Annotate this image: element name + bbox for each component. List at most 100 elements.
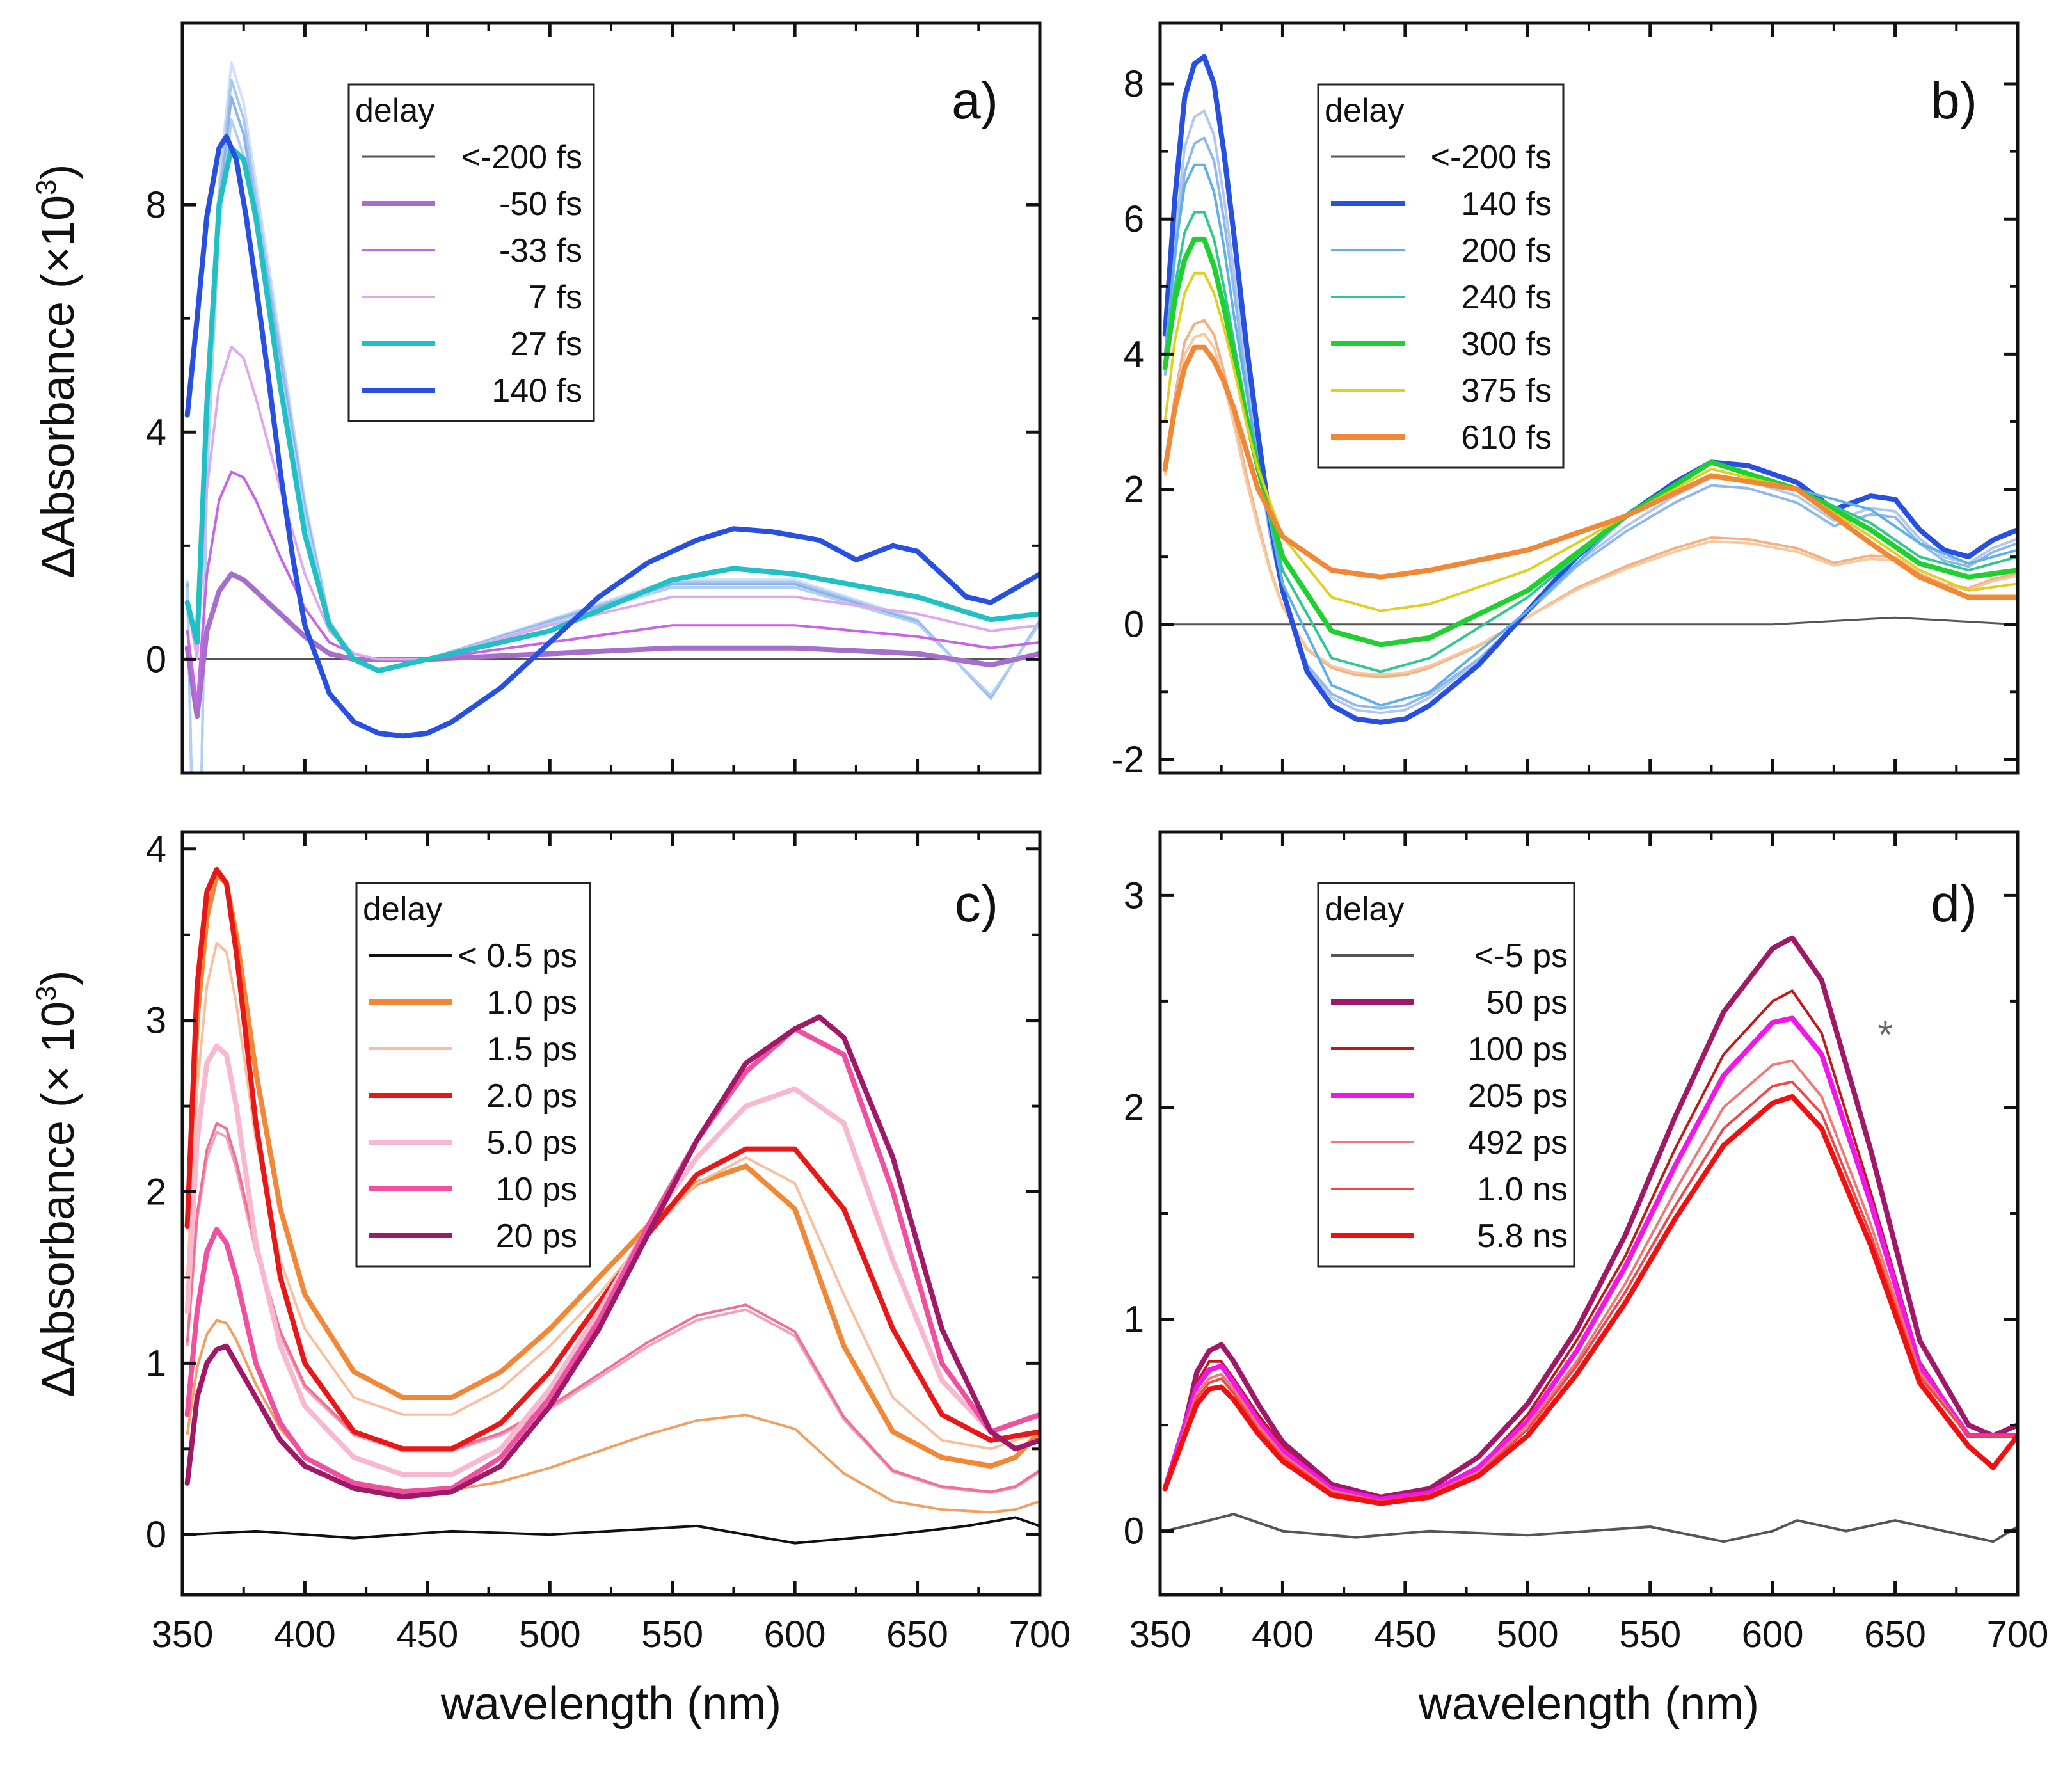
y-tick-label-c-4: 4 (146, 829, 166, 870)
legend-label-c-3: 2.0 ps (486, 1078, 577, 1115)
series-line-b-4 (1162, 236, 2018, 648)
legend-title-d: delay (1325, 891, 1404, 928)
y-tick-label-b-5: 8 (1124, 63, 1144, 105)
series-line-b-6 (1162, 344, 2018, 600)
legend-label-b-1: 140 fs (1461, 186, 1552, 223)
legend-label-b-5: 375 fs (1461, 372, 1552, 410)
legend-label-c-6: 20 ps (496, 1218, 577, 1255)
y-tick-label-b-1: 0 (1124, 604, 1144, 646)
x-tick-label-c-1: 400 (274, 1614, 336, 1655)
legend-label-d-5: 1.0 ns (1477, 1171, 1568, 1208)
series-line-c-6 (184, 1014, 1040, 1500)
legend-title-a: delay (355, 92, 434, 129)
panel-d: 350 400 450 500 550 600 650 700 0 1 2 3 wavelength (… (1124, 830, 2049, 1730)
legend-label-c-1: 1.0 ps (486, 984, 577, 1021)
x-tick-label-d-3: 500 (1497, 1614, 1559, 1655)
panel-label-b: b) (1931, 72, 1977, 130)
legend-label-a-4: 27 fs (510, 326, 582, 363)
legend-box-d (1317, 882, 1575, 1268)
y-tick-label-b-4: 6 (1124, 198, 1144, 240)
legend-label-d-3: 205 ps (1468, 1078, 1568, 1115)
y-tick-label-d-1: 1 (1124, 1299, 1144, 1341)
legend-a: delay <-200 fs -50 fs -33 fs 7 fs 27 fs 140 fs (347, 83, 595, 422)
curves-d (1162, 935, 2018, 1543)
y-tick-label-c-3: 3 (146, 1000, 166, 1042)
series-line-c-0 (186, 1516, 1040, 1545)
legend-b: delay <-200 fs 140 fs 200 fs 240 fs 300 fs 375… (1317, 83, 1565, 469)
panel-label-a: a) (952, 72, 998, 130)
series-line-a-1 (184, 571, 1040, 719)
series-line-c-3 (184, 866, 1040, 1452)
y-axis-title-a: ΔAbsorbance (×103) (31, 164, 84, 578)
legend-box-a (347, 83, 595, 422)
curves-a (184, 61, 1040, 773)
panel-c: 350 400 450 500 550 600 650 700 0 1 2 3 4 wavelength … (31, 829, 1071, 1730)
series-line-d-4 (1163, 1059, 2018, 1503)
series-line-d-6 (1162, 1094, 2018, 1506)
legend-label-c-4: 5.0 ps (486, 1124, 577, 1161)
series-line-d-1 (1162, 935, 2018, 1500)
series-line-d-0 (1163, 1513, 2018, 1543)
legend-title-c: delay (363, 891, 442, 928)
legend-label-c-0: < 0.5 ps (458, 937, 577, 975)
curve-unlisted-b-2 (1163, 319, 2018, 678)
legend-label-a-0: <-200 fs (461, 139, 582, 176)
x-tick-label-d-7: 700 (1987, 1614, 2049, 1655)
legend-label-b-2: 200 fs (1461, 232, 1552, 269)
curve-unlisted-b-0 (1163, 109, 2018, 715)
x-tick-label-d-5: 600 (1742, 1614, 1804, 1655)
x-axis-title-c: wavelength (nm) (440, 1678, 781, 1730)
x-tick-label-c-5: 600 (764, 1614, 826, 1655)
legend-label-d-1: 50 ps (1486, 984, 1568, 1021)
y-tick-label-a-1: 4 (146, 411, 166, 453)
curves-c (184, 866, 1040, 1545)
legend-label-a-1: -50 fs (499, 186, 582, 223)
x-axis-title-d: wavelength (nm) (1418, 1678, 1759, 1730)
curve-unlisted-c-2 (186, 1122, 1040, 1493)
x-tick-label-d-4: 550 (1619, 1614, 1681, 1655)
x-tick-label-d-1: 400 (1252, 1614, 1314, 1655)
curve-unlisted-c-1 (186, 1319, 1040, 1514)
y-tick-label-c-1: 1 (146, 1342, 166, 1384)
legend-label-a-2: -33 fs (499, 232, 582, 269)
series-line-a-5 (184, 134, 1040, 739)
x-tick-label-c-3: 500 (519, 1614, 581, 1655)
series-line-a-2 (186, 470, 1040, 706)
legend-box-c (355, 882, 591, 1268)
y-tick-label-c-2: 2 (146, 1172, 166, 1213)
panel-label-c: c) (955, 875, 998, 933)
series-line-d-3 (1162, 1015, 2018, 1502)
y-tick-label-d-2: 2 (1124, 1087, 1144, 1128)
panel-label-d: d) (1931, 875, 1977, 933)
x-tick-label-d-6: 650 (1864, 1614, 1926, 1655)
legend-label-d-4: 492 ps (1468, 1124, 1568, 1161)
x-tick-label-c-4: 550 (641, 1614, 703, 1655)
legend-box-b (1317, 83, 1565, 469)
plot-frame-a (180, 21, 1042, 775)
legend-label-a-3: 7 fs (529, 279, 582, 316)
y-tick-label-a-2: 8 (146, 184, 166, 226)
plot-frame-b (1158, 21, 2020, 775)
curves-b (1162, 54, 2018, 725)
series-line-c-5 (184, 1026, 1040, 1495)
series-line-a-3 (186, 346, 1040, 661)
x-tick-label-c-2: 450 (396, 1614, 458, 1655)
legend-label-b-6: 610 fs (1461, 419, 1552, 456)
y-tick-label-d-0: 0 (1124, 1511, 1144, 1552)
legend-c: delay < 0.5 ps 1.0 ps 1.5 ps 2.0 ps 5.0 ps 10 … (355, 882, 591, 1268)
x-tick-label-c-0: 350 (152, 1614, 214, 1655)
x-tick-label-d-2: 450 (1374, 1614, 1436, 1655)
x-tick-label-c-6: 650 (886, 1614, 948, 1655)
series-line-b-2 (1163, 163, 2018, 707)
legend-label-a-5: 140 fs (491, 372, 582, 410)
series-line-a-4 (184, 145, 1040, 674)
legend-label-c-5: 10 ps (496, 1171, 577, 1208)
x-tick-label-d-0: 350 (1129, 1614, 1191, 1655)
series-line-d-5 (1163, 1080, 2018, 1503)
panel-a: 0 4 8 ΔAbsorbance (×103) a) delay <-200 fs -50 … (31, 21, 1042, 775)
legend-label-d-6: 5.8 ns (1477, 1218, 1568, 1255)
legend-label-c-2: 1.5 ps (486, 1031, 577, 1068)
y-tick-label-a-0: 0 (146, 639, 166, 680)
series-line-c-4 (184, 1043, 1040, 1477)
